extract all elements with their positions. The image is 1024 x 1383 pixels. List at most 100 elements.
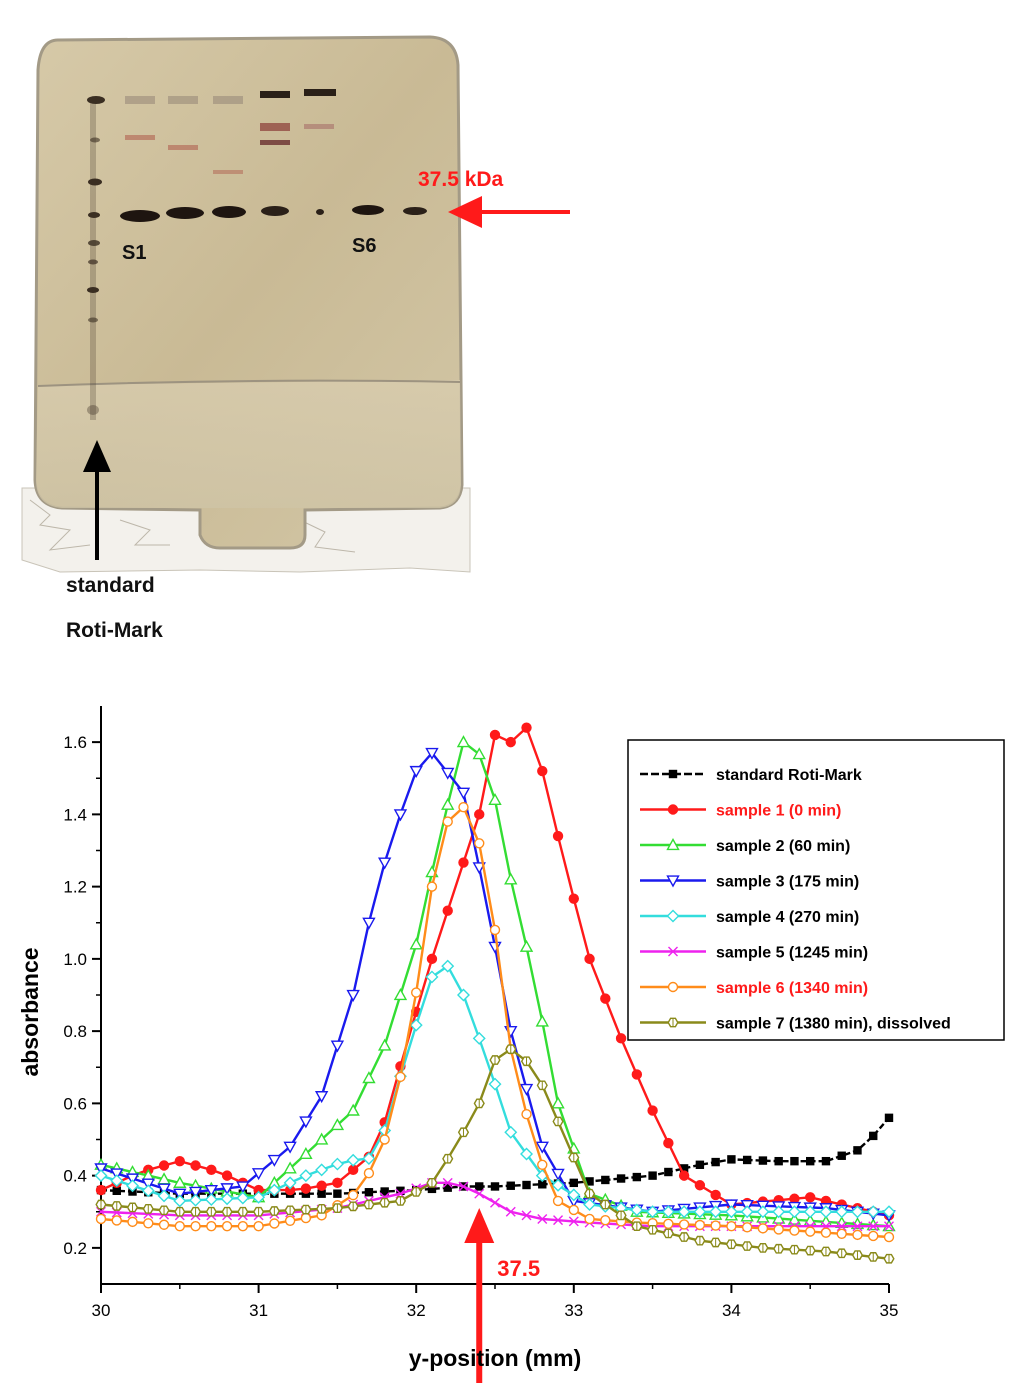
data-point	[568, 893, 579, 904]
data-point	[664, 1167, 673, 1177]
data-point	[346, 989, 360, 1002]
data-point	[94, 1163, 108, 1176]
data-point	[456, 735, 471, 748]
data-point	[695, 1160, 705, 1169]
legend-item: sample 6 (1340 min)	[640, 980, 868, 997]
data-point	[190, 1220, 201, 1232]
data-point	[206, 1164, 217, 1176]
data-point	[220, 1183, 234, 1196]
data-point	[711, 1157, 720, 1167]
data-point	[283, 1176, 297, 1190]
data-point	[836, 1221, 847, 1232]
data-point	[852, 1229, 863, 1241]
data-point	[346, 1153, 360, 1167]
paper-scribble	[29, 499, 356, 553]
data-point	[600, 1214, 611, 1226]
data-point	[362, 1071, 376, 1084]
data-point	[646, 1205, 660, 1219]
data-point	[173, 1188, 187, 1201]
data-point	[158, 1160, 170, 1171]
legend-box	[627, 739, 1005, 1041]
data-point	[456, 988, 470, 1002]
y-tick-label: 0.2	[63, 1239, 87, 1258]
data-point	[521, 1109, 532, 1120]
lane-label-s6: S6	[352, 235, 376, 257]
data-point	[173, 1175, 187, 1188]
data-point	[283, 1161, 297, 1174]
data-point	[772, 1205, 786, 1219]
y-tick-label: 0.8	[63, 1022, 87, 1041]
data-point	[411, 987, 422, 998]
data-point	[805, 1192, 816, 1203]
data-point	[472, 1031, 486, 1045]
data-point	[190, 1160, 201, 1171]
data-point	[316, 1180, 327, 1191]
data-point	[773, 1224, 784, 1235]
legend-marker	[668, 946, 678, 957]
legend-marker	[666, 838, 680, 851]
standard-label-line2: Roti-Mark	[66, 619, 163, 642]
data-point	[330, 1118, 345, 1131]
y-tick-label: 0.6	[63, 1094, 87, 1113]
standard-label-line1: standard	[66, 574, 155, 597]
data-point	[693, 1205, 707, 1219]
legend-item: sample 5 (1245 min)	[640, 945, 868, 962]
data-point	[632, 1172, 642, 1182]
data-point	[819, 1205, 833, 1219]
data-point	[141, 1184, 155, 1198]
data-point	[443, 1183, 452, 1192]
data-point	[504, 1125, 518, 1139]
x-tick-label: 30	[92, 1301, 111, 1320]
data-point	[521, 1210, 532, 1221]
data-point	[710, 1189, 721, 1201]
data-point	[821, 1156, 831, 1166]
data-point	[552, 830, 564, 842]
data-point	[393, 988, 408, 1001]
y-tick-label: 1.6	[63, 733, 87, 752]
legend-item: sample 3 (175 min)	[640, 874, 859, 891]
annotation-arrow-head	[464, 1208, 495, 1243]
data-point	[283, 1141, 297, 1154]
data-point	[425, 970, 439, 984]
data-point	[505, 736, 516, 748]
legend-item: sample 2 (60 min)	[640, 838, 850, 855]
data-point	[601, 1175, 610, 1185]
data-point	[253, 1220, 264, 1232]
data-point	[740, 1205, 754, 1219]
data-point	[330, 1040, 345, 1053]
y-tick-label: 1.4	[63, 805, 87, 824]
data-point	[173, 1194, 187, 1208]
data-point	[474, 809, 485, 820]
data-point	[221, 1170, 233, 1181]
data-point	[756, 1205, 770, 1219]
data-point	[569, 1178, 578, 1188]
data-point	[522, 1180, 531, 1190]
data-point	[521, 722, 532, 733]
data-point	[333, 1189, 342, 1198]
data-point	[853, 1146, 862, 1155]
data-point	[475, 1182, 484, 1191]
legend-label: sample 1 (0 min)	[716, 803, 841, 820]
data-point	[379, 1134, 390, 1145]
data-point	[377, 1038, 392, 1051]
legend-label: standard Roti-Mark	[716, 767, 862, 784]
data-point	[820, 1227, 832, 1238]
data-point	[678, 1170, 690, 1181]
data-point	[837, 1151, 846, 1160]
data-point	[789, 1225, 800, 1236]
y-tick-label: 1.2	[63, 878, 87, 897]
data-point	[126, 1179, 140, 1193]
data-point	[458, 1181, 469, 1192]
x-tick-label: 34	[722, 1301, 741, 1320]
data-point	[787, 1212, 802, 1225]
data-point	[174, 1155, 186, 1167]
legend-item: sample 7 (1380 min), dissolved	[640, 1016, 951, 1033]
data-point	[330, 1157, 344, 1171]
data-point	[346, 1103, 360, 1116]
data-point	[883, 1231, 895, 1243]
data-point	[806, 1156, 815, 1166]
chart-series-layer	[94, 722, 896, 1264]
y-tick-label: 0.4	[63, 1167, 87, 1186]
data-point	[157, 1189, 171, 1203]
